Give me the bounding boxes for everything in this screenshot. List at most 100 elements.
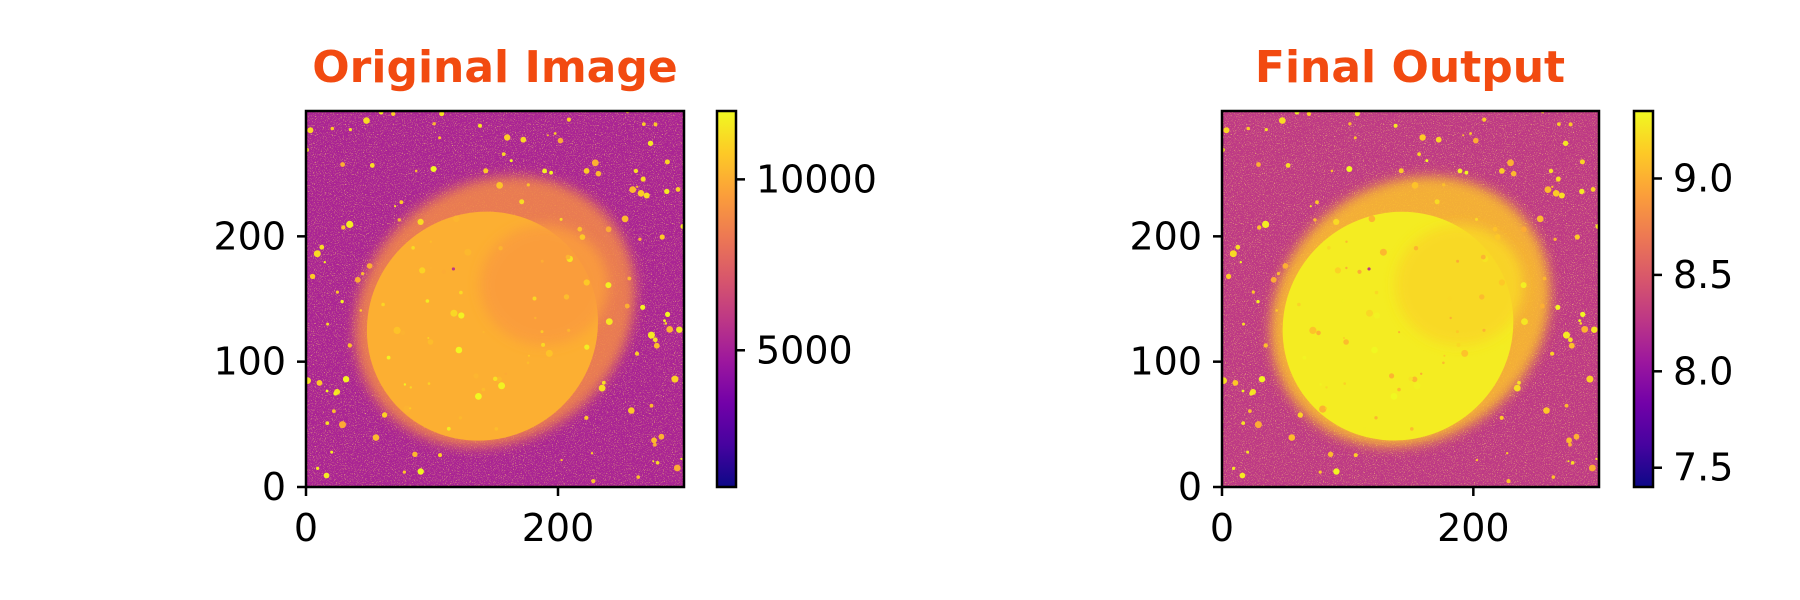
- star: [1362, 426, 1367, 431]
- star: [427, 382, 431, 385]
- star: [446, 426, 451, 431]
- star: [649, 403, 654, 408]
- star: [624, 303, 630, 309]
- star: [583, 279, 590, 286]
- star: [346, 220, 354, 228]
- star: [1309, 326, 1317, 334]
- star: [399, 200, 404, 205]
- star: [313, 250, 321, 258]
- star: [341, 225, 346, 230]
- star: [1492, 226, 1498, 232]
- stars: [306, 111, 684, 484]
- star: [653, 442, 657, 447]
- star: [1568, 337, 1573, 343]
- star: [1499, 415, 1504, 420]
- star: [494, 427, 499, 431]
- y-tick-label: 100: [1129, 340, 1202, 384]
- star: [565, 254, 571, 260]
- star: [393, 326, 401, 334]
- star: [1282, 263, 1289, 269]
- star: [348, 128, 352, 132]
- star: [323, 261, 326, 264]
- star: [1309, 205, 1312, 208]
- star: [1513, 384, 1521, 392]
- star: [1455, 330, 1459, 334]
- star: [1256, 162, 1261, 167]
- star: [1343, 339, 1349, 345]
- star: [1457, 168, 1463, 174]
- star: [1249, 391, 1254, 396]
- image-area: [306, 111, 684, 487]
- star: [1229, 250, 1237, 258]
- star: [316, 466, 320, 470]
- star: [519, 199, 525, 205]
- star: [1319, 383, 1322, 386]
- star: [330, 126, 335, 131]
- star: [429, 266, 432, 270]
- star: [359, 309, 363, 312]
- star: [637, 190, 645, 197]
- star: [1225, 273, 1232, 280]
- star: [1434, 199, 1440, 205]
- star: [1581, 326, 1589, 333]
- star: [1239, 261, 1243, 264]
- star: [1241, 389, 1245, 393]
- star: [1536, 215, 1544, 223]
- star: [647, 331, 655, 339]
- star: [673, 464, 681, 472]
- star: [659, 234, 665, 240]
- star: [1411, 182, 1419, 189]
- star: [633, 168, 639, 174]
- star: [579, 234, 586, 240]
- star: [1557, 122, 1561, 126]
- star: [1345, 240, 1348, 243]
- star: [1473, 137, 1479, 144]
- nebula: [354, 175, 636, 448]
- star: [1313, 218, 1317, 222]
- star: [1553, 237, 1557, 241]
- center-marker: [1367, 267, 1371, 271]
- star: [309, 273, 316, 280]
- star: [634, 351, 640, 356]
- star: [1306, 111, 1311, 116]
- star: [1564, 403, 1569, 408]
- star: [526, 361, 530, 365]
- star: [342, 376, 350, 383]
- star: [651, 437, 657, 444]
- star: [1325, 386, 1328, 389]
- star: [1235, 244, 1241, 250]
- star: [1558, 192, 1565, 199]
- star: [1520, 282, 1527, 289]
- star: [1517, 380, 1521, 385]
- star: [1574, 234, 1580, 240]
- image-area: [1222, 111, 1599, 487]
- star: [666, 326, 674, 333]
- star: [1371, 346, 1378, 354]
- star: [1348, 122, 1352, 126]
- star: [541, 342, 546, 347]
- star: [1555, 304, 1561, 310]
- star: [663, 319, 666, 322]
- star: [450, 309, 458, 317]
- star: [1539, 303, 1545, 309]
- star: [560, 458, 563, 462]
- star: [655, 461, 660, 465]
- star: [326, 322, 330, 326]
- star: [481, 387, 486, 392]
- star: [409, 386, 412, 389]
- star: [1563, 331, 1570, 339]
- star: [1417, 152, 1421, 157]
- star: [319, 244, 325, 250]
- star: [1413, 246, 1419, 251]
- star: [653, 342, 660, 349]
- star: [1556, 176, 1561, 182]
- star: [1242, 322, 1245, 326]
- star: [1456, 342, 1461, 347]
- star: [1507, 159, 1514, 167]
- star: [1239, 472, 1246, 479]
- star: [1552, 190, 1560, 197]
- star: [1334, 267, 1341, 274]
- star: [1279, 117, 1286, 124]
- star: [653, 122, 658, 127]
